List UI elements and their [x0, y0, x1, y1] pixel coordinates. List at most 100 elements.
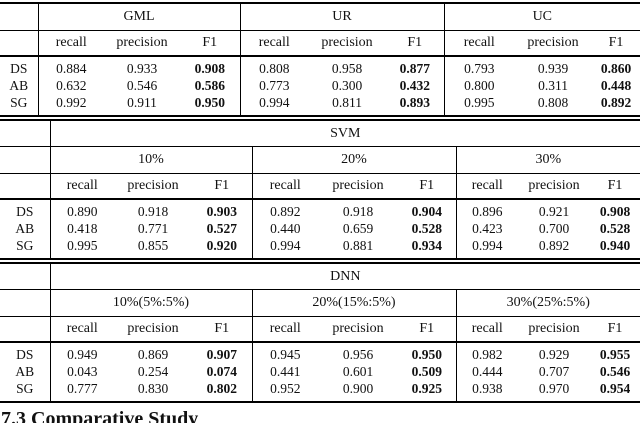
metric-value: 0.994 — [455, 237, 518, 258]
corner-cell — [0, 317, 50, 343]
column-header: precision — [332, 178, 384, 193]
f1-value: 0.907 — [206, 346, 237, 362]
group-header: UC — [443, 3, 640, 31]
metric-value: 0.601 — [342, 363, 374, 379]
f1-value: 0.586 — [194, 77, 225, 93]
metric-value: 0.659 — [342, 220, 374, 236]
f1-value: 0.950 — [411, 346, 442, 362]
f1-value: 0.509 — [411, 363, 442, 379]
group-header-row: 10% 20% 30% — [0, 146, 640, 174]
column-header: precision — [528, 178, 580, 193]
column-header: precision — [116, 35, 168, 50]
group-header-row: GML UR UC — [0, 3, 640, 31]
column-header: precision — [127, 321, 179, 336]
f1-value: 0.908 — [194, 60, 225, 76]
results-table-dnn: DNN 10%(5%:5%) 20%(15%:5%) 30%(25%:5%) r… — [0, 264, 640, 403]
f1-value: 0.955 — [599, 346, 631, 362]
f1-value: 0.877 — [399, 60, 430, 76]
column-header: recall — [455, 316, 518, 342]
f1-value: 0.528 — [599, 220, 631, 236]
column-header: precision — [321, 35, 373, 50]
table-row: SG 0.995 0.855 0.920 0.994 0.881 0.934 0… — [0, 237, 640, 258]
metric-value: 0.970 — [538, 380, 570, 396]
group-header: 20%(15%:5%) — [251, 289, 456, 317]
metric-value: 0.771 — [137, 220, 169, 236]
metric-value: 0.994 — [251, 237, 318, 258]
metric-value: 0.945 — [251, 342, 318, 363]
table-row: DS 0.949 0.869 0.907 0.945 0.956 0.950 0… — [0, 342, 640, 363]
table-row: AB 0.418 0.771 0.527 0.440 0.659 0.528 0… — [0, 220, 640, 237]
f1-value: 0.860 — [600, 60, 632, 76]
f1-value: 0.954 — [599, 380, 631, 396]
f1-value: 0.893 — [399, 94, 430, 110]
metric-value: 0.939 — [537, 60, 569, 76]
column-header: F1 — [202, 35, 218, 50]
metric-value: 0.994 — [239, 94, 309, 115]
metric-value: 0.900 — [342, 380, 374, 396]
metric-value: 0.254 — [137, 363, 169, 379]
metric-value: 0.444 — [455, 363, 518, 380]
metrics-header-row: recall precision F1 recall precision F1 … — [0, 30, 640, 57]
metric-value: 0.911 — [127, 94, 157, 110]
f1-value: 0.527 — [206, 220, 237, 236]
metric-value: 0.423 — [455, 220, 518, 237]
metric-value: 0.808 — [239, 56, 309, 77]
metric-value: 0.707 — [538, 363, 570, 379]
f1-value: 0.448 — [600, 77, 632, 93]
f1-value: 0.950 — [194, 94, 225, 110]
column-header: recall — [251, 316, 318, 342]
metric-value: 0.869 — [137, 346, 169, 362]
results-table-svm: SVM 10% 20% 30% recall precision F1 reca… — [0, 121, 640, 258]
metric-value: 0.890 — [49, 199, 114, 220]
group-header: GML — [37, 3, 241, 31]
corner-cell — [0, 31, 38, 57]
metrics-header-row: recall precision F1 recall precision F1 … — [0, 173, 640, 199]
table-row: DS 0.890 0.918 0.903 0.892 0.918 0.904 0… — [0, 199, 640, 220]
metric-value: 0.956 — [342, 346, 374, 362]
f1-value: 0.546 — [599, 363, 631, 379]
metric-value: 0.632 — [37, 77, 104, 94]
metric-value: 0.441 — [251, 363, 318, 380]
column-header: recall — [49, 173, 114, 199]
column-header: precision — [127, 178, 179, 193]
metric-value: 0.921 — [538, 203, 570, 219]
row-label: SG — [16, 380, 34, 396]
table-title: DNN — [49, 264, 640, 290]
corner-cell — [0, 3, 38, 31]
double-rule-divider — [0, 258, 640, 264]
metric-value: 0.884 — [37, 56, 104, 77]
metric-value: 0.949 — [49, 342, 114, 363]
metric-value: 0.043 — [49, 363, 114, 380]
metric-value: 0.793 — [443, 56, 515, 77]
column-header: recall — [37, 30, 104, 56]
group-header: UR — [239, 3, 445, 31]
metric-value: 0.800 — [443, 77, 515, 94]
metric-value: 0.808 — [537, 94, 569, 110]
group-header: 10% — [49, 146, 252, 174]
table-title: SVM — [49, 121, 640, 147]
row-label: AB — [15, 363, 35, 379]
metric-value: 0.700 — [538, 220, 570, 236]
metric-value: 0.830 — [137, 380, 169, 396]
column-header: precision — [527, 35, 579, 50]
metric-value: 0.881 — [342, 237, 374, 253]
f1-value: 0.904 — [411, 203, 442, 219]
corner-cell — [0, 290, 50, 317]
group-header: 20% — [251, 146, 456, 174]
row-label: DS — [16, 203, 34, 219]
metric-value: 0.892 — [538, 237, 570, 253]
metric-value: 0.418 — [49, 220, 114, 237]
table-row: DS 0.884 0.933 0.908 0.808 0.958 0.877 0… — [0, 56, 640, 77]
column-header: F1 — [214, 178, 230, 193]
metric-value: 0.995 — [443, 94, 515, 115]
group-header: 30% — [455, 146, 640, 174]
column-header: recall — [455, 173, 518, 199]
corner-cell — [0, 264, 50, 290]
f1-value: 0.892 — [600, 94, 632, 110]
metric-value: 0.811 — [332, 94, 362, 110]
metric-value: 0.938 — [455, 380, 518, 402]
metric-value: 0.546 — [126, 77, 158, 93]
column-header: F1 — [214, 321, 230, 336]
column-header: recall — [443, 30, 515, 56]
table-row: AB 0.043 0.254 0.074 0.441 0.601 0.509 0… — [0, 363, 640, 380]
